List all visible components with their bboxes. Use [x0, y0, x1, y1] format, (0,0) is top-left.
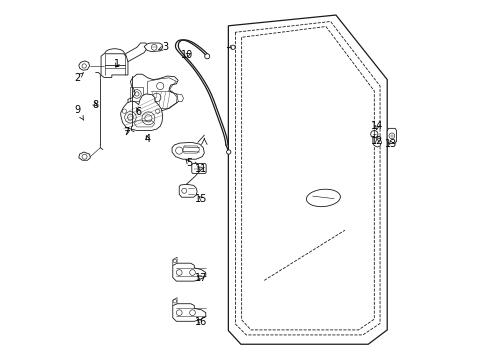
- Text: 1: 1: [114, 59, 120, 69]
- Text: 13: 13: [385, 139, 397, 149]
- Polygon shape: [79, 61, 89, 70]
- Polygon shape: [177, 94, 183, 102]
- Polygon shape: [128, 74, 179, 112]
- Text: 17: 17: [194, 273, 206, 283]
- Circle shape: [226, 150, 230, 154]
- Polygon shape: [172, 298, 177, 306]
- Text: 10: 10: [181, 50, 193, 60]
- Text: 9: 9: [75, 105, 83, 120]
- Text: 5: 5: [185, 158, 192, 168]
- Polygon shape: [172, 304, 205, 321]
- Text: 6: 6: [135, 107, 142, 117]
- Polygon shape: [172, 263, 205, 281]
- Polygon shape: [125, 43, 147, 62]
- Text: 2: 2: [75, 73, 83, 83]
- FancyBboxPatch shape: [191, 163, 206, 174]
- Polygon shape: [172, 257, 177, 265]
- Text: 11: 11: [195, 164, 207, 174]
- Text: 14: 14: [370, 121, 383, 131]
- Polygon shape: [79, 152, 90, 160]
- Text: 8: 8: [92, 100, 99, 110]
- Text: 15: 15: [195, 194, 207, 204]
- Circle shape: [204, 54, 209, 59]
- Text: 16: 16: [194, 317, 206, 327]
- Text: 12: 12: [370, 136, 383, 145]
- Polygon shape: [172, 142, 204, 159]
- Text: 7: 7: [123, 127, 129, 137]
- Polygon shape: [179, 184, 197, 197]
- Circle shape: [230, 45, 235, 49]
- Text: 4: 4: [144, 134, 150, 144]
- Polygon shape: [144, 43, 163, 51]
- Polygon shape: [386, 129, 396, 143]
- Text: 3: 3: [158, 42, 167, 52]
- Polygon shape: [121, 94, 163, 131]
- Polygon shape: [372, 138, 381, 147]
- Polygon shape: [101, 54, 128, 77]
